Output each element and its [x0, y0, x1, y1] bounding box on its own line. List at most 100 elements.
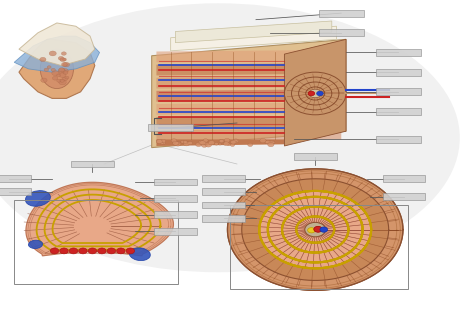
Circle shape	[234, 139, 237, 142]
Polygon shape	[296, 216, 334, 243]
Circle shape	[219, 139, 223, 142]
Circle shape	[260, 138, 266, 143]
Polygon shape	[156, 50, 341, 62]
Ellipse shape	[28, 240, 43, 249]
FancyBboxPatch shape	[294, 153, 337, 160]
FancyBboxPatch shape	[383, 175, 425, 182]
Circle shape	[156, 139, 163, 144]
Circle shape	[320, 227, 328, 232]
Circle shape	[219, 139, 224, 143]
FancyBboxPatch shape	[148, 124, 193, 131]
Polygon shape	[175, 21, 332, 43]
Polygon shape	[259, 191, 371, 268]
Circle shape	[177, 141, 180, 143]
Circle shape	[161, 139, 166, 143]
Polygon shape	[268, 197, 363, 262]
Circle shape	[215, 142, 219, 145]
Polygon shape	[313, 228, 318, 231]
FancyBboxPatch shape	[0, 175, 31, 182]
FancyBboxPatch shape	[375, 136, 420, 143]
Circle shape	[308, 228, 315, 233]
Circle shape	[156, 139, 163, 143]
Polygon shape	[282, 207, 348, 253]
Circle shape	[60, 79, 64, 82]
FancyBboxPatch shape	[154, 178, 197, 186]
Circle shape	[317, 91, 323, 96]
Circle shape	[175, 142, 179, 144]
Circle shape	[160, 142, 164, 145]
Circle shape	[233, 139, 239, 143]
FancyBboxPatch shape	[383, 193, 425, 200]
Circle shape	[305, 222, 326, 237]
Circle shape	[161, 141, 165, 144]
Polygon shape	[296, 216, 334, 243]
Circle shape	[61, 69, 68, 73]
Circle shape	[230, 144, 235, 147]
FancyBboxPatch shape	[154, 195, 197, 202]
Circle shape	[265, 140, 270, 144]
Circle shape	[314, 226, 322, 232]
Circle shape	[268, 142, 274, 147]
Circle shape	[173, 141, 179, 145]
Circle shape	[203, 142, 207, 145]
Circle shape	[69, 248, 78, 254]
Circle shape	[183, 141, 187, 143]
Circle shape	[62, 62, 67, 67]
Polygon shape	[259, 191, 371, 268]
Polygon shape	[14, 36, 100, 72]
Circle shape	[117, 248, 125, 254]
Circle shape	[181, 141, 184, 143]
Circle shape	[63, 62, 70, 67]
FancyBboxPatch shape	[375, 69, 420, 75]
Circle shape	[49, 51, 56, 56]
Polygon shape	[242, 179, 389, 280]
Circle shape	[57, 79, 61, 82]
Circle shape	[231, 140, 236, 144]
Polygon shape	[268, 197, 363, 262]
Circle shape	[62, 58, 66, 61]
Circle shape	[188, 141, 192, 145]
FancyBboxPatch shape	[202, 188, 245, 195]
Polygon shape	[156, 89, 341, 102]
Polygon shape	[156, 102, 341, 115]
Circle shape	[209, 141, 215, 145]
Circle shape	[205, 143, 212, 147]
FancyBboxPatch shape	[375, 49, 420, 56]
Circle shape	[248, 143, 253, 147]
Polygon shape	[19, 39, 95, 98]
Circle shape	[63, 71, 68, 74]
Polygon shape	[242, 179, 389, 280]
Polygon shape	[284, 39, 346, 146]
FancyBboxPatch shape	[375, 108, 420, 115]
Circle shape	[62, 77, 68, 81]
Ellipse shape	[40, 49, 73, 89]
Circle shape	[50, 248, 59, 254]
Polygon shape	[228, 169, 403, 290]
Polygon shape	[228, 169, 403, 290]
Circle shape	[126, 248, 135, 254]
Circle shape	[223, 142, 229, 146]
Circle shape	[171, 139, 177, 142]
Circle shape	[59, 68, 64, 72]
Circle shape	[88, 248, 97, 254]
Circle shape	[200, 141, 205, 145]
Circle shape	[265, 141, 268, 143]
Circle shape	[98, 248, 106, 254]
FancyBboxPatch shape	[202, 175, 245, 182]
Circle shape	[175, 142, 181, 146]
FancyBboxPatch shape	[0, 188, 31, 195]
Circle shape	[183, 142, 190, 146]
Circle shape	[272, 141, 275, 144]
FancyBboxPatch shape	[154, 212, 197, 218]
Circle shape	[41, 78, 47, 82]
Ellipse shape	[0, 3, 460, 272]
Circle shape	[196, 142, 201, 147]
Circle shape	[53, 76, 58, 80]
Circle shape	[60, 58, 65, 62]
Circle shape	[61, 52, 66, 55]
Ellipse shape	[26, 191, 50, 206]
Circle shape	[227, 143, 231, 146]
FancyBboxPatch shape	[202, 201, 245, 209]
Circle shape	[44, 68, 49, 71]
Circle shape	[309, 89, 321, 98]
